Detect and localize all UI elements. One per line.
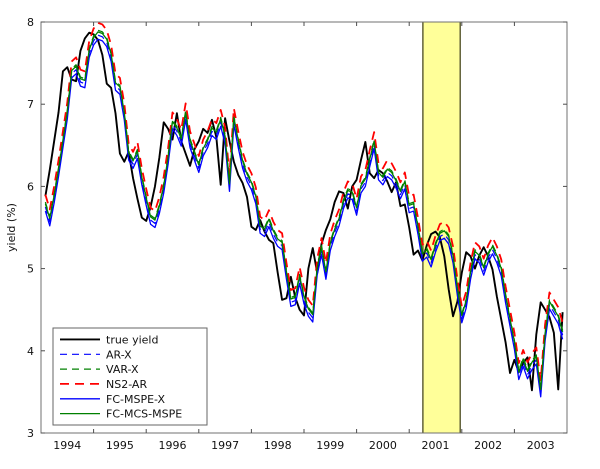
x-tick-label-2002: 2002 [474,439,502,452]
series-lines [44,22,564,398]
y-tick-label-4: 4 [27,345,34,358]
legend: true yield AR-X VAR-X NS2-AR FC-MSPE-X FC-MCS… [52,327,208,426]
series-line-ar-x [44,34,564,394]
y-axis-title: yield (%) [5,203,18,252]
series-line-var-x [44,29,564,389]
legend-label-var-x: VAR-X [106,363,139,376]
x-tick-label-1998: 1998 [264,439,292,452]
x-tick-label-2000: 2000 [369,439,397,452]
x-tick-label-2001: 2001 [422,439,450,452]
y-tick-label-5: 5 [27,263,34,276]
highlight-band [422,22,461,433]
legend-label-ns2-ar: NS2-AR [106,378,147,391]
x-tick-label-1997: 1997 [211,439,239,452]
x-tick-label-2003: 2003 [527,439,555,452]
series-line-fc-mspe-x [44,38,564,398]
legend-label-ar-x: AR-X [106,348,132,361]
y-tick-label-6: 6 [27,180,34,193]
x-tick-label-1995: 1995 [106,439,134,452]
y-tick-label-7: 7 [27,98,34,111]
series-line-fc-mcs-mspe [44,31,564,391]
x-tick-label-1996: 1996 [159,439,187,452]
y-tick-label-3: 3 [27,427,34,440]
legend-label-fc-mspe-x: FC-MSPE-X [106,393,165,406]
y-tick-label-8: 8 [27,16,34,29]
legend-label-true-yield: true yield [106,333,158,346]
x-tick-label-1999: 1999 [316,439,344,452]
legend-box [52,327,208,426]
axes: 1994 1995 1996 1997 1998 1999 2000 2001 2002 2003… [5,16,568,452]
x-tick-label-1994: 1994 [53,439,81,452]
series-line-ns2-ar [44,22,564,382]
legend-label-fc-mcs-mspe: FC-MCS-MSPE [106,408,182,421]
series-line-true-yield [44,31,564,392]
